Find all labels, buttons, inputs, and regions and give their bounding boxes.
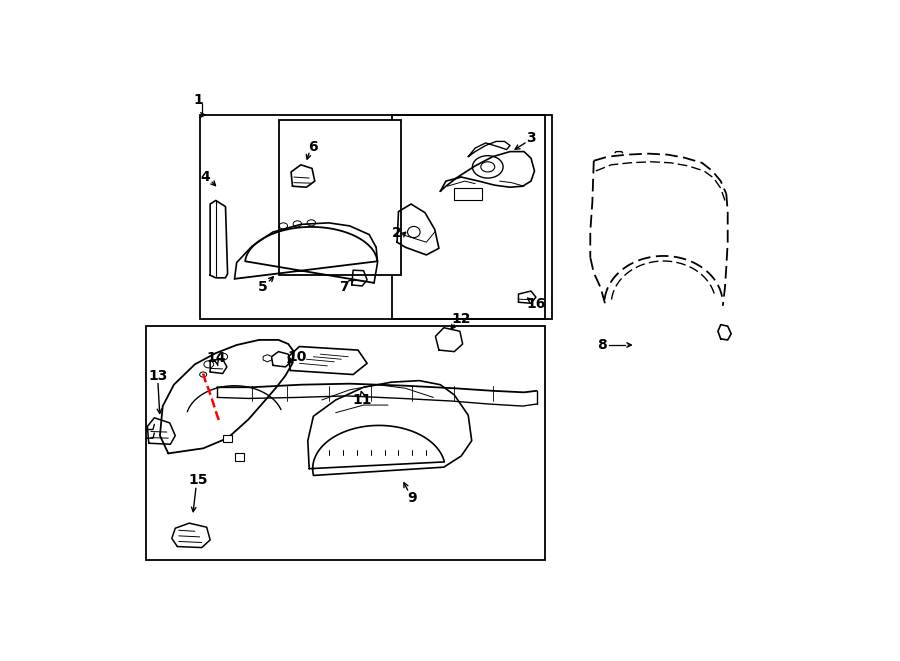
Bar [200,115,545,319]
Text: 6: 6 [309,139,319,153]
Text: 2: 2 [392,226,402,240]
Text: 11: 11 [353,393,372,407]
Text: 13: 13 [148,369,167,383]
Bar [146,326,545,561]
Text: 4: 4 [201,170,210,184]
Text: 1: 1 [194,93,203,106]
Text: 16: 16 [526,297,546,311]
Text: 7: 7 [339,280,349,294]
Text: 10: 10 [288,350,307,364]
Text: 8: 8 [598,338,607,352]
Text: 3: 3 [526,131,536,145]
Text: 5: 5 [257,280,267,294]
Bar [222,434,232,442]
Bar [278,120,400,275]
Bar [392,115,552,319]
Bar [235,453,244,461]
Bar [454,188,482,200]
Text: 9: 9 [408,490,418,505]
Text: 15: 15 [188,473,208,487]
Text: 14: 14 [206,351,226,366]
Text: 12: 12 [452,311,471,325]
